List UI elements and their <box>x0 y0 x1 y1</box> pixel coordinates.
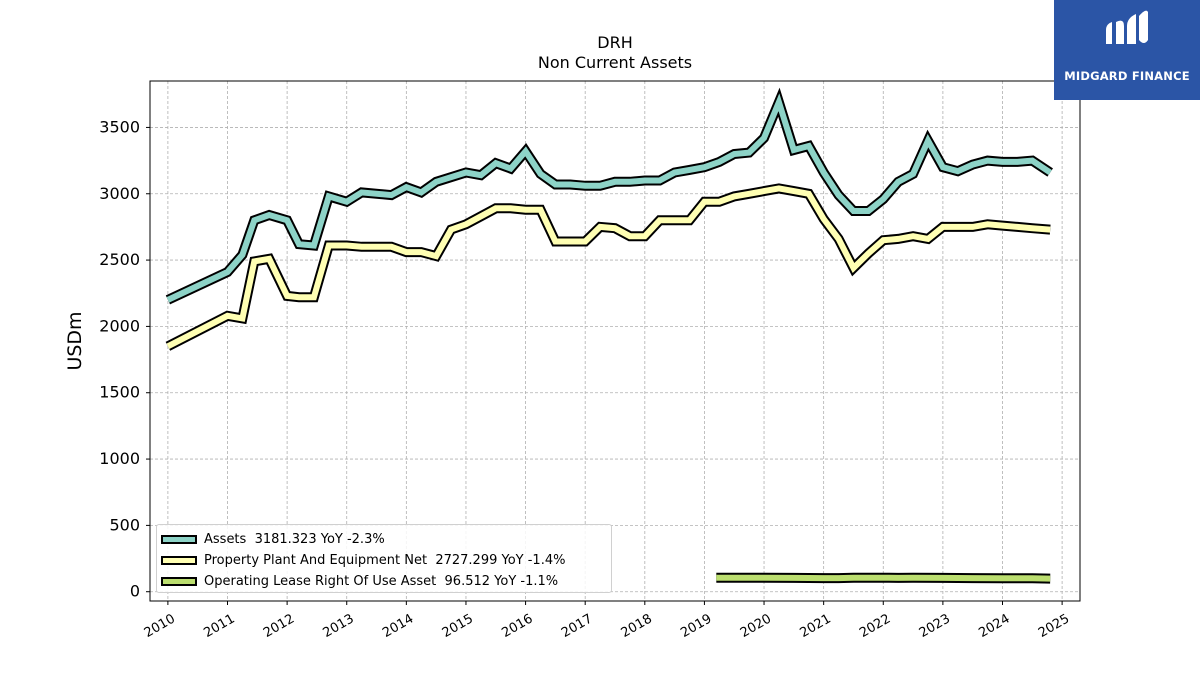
x-tick-label: 2012 <box>261 611 297 641</box>
x-tick-label: 2010 <box>142 611 178 641</box>
x-tick-label: 2011 <box>201 611 237 641</box>
series-line-2 <box>716 574 1051 582</box>
chart-subtitle: Non Current Assets <box>537 53 693 72</box>
y-tick-label: 1500 <box>99 383 140 402</box>
series-outline-0 <box>165 87 1053 305</box>
x-axis: 2010 2011 2012 2013 2014 2015 2016 2017 2018 2019… <box>142 601 1072 641</box>
chart-legend: Assets 3181.323 YoY -2.3% Property Plant… <box>156 524 612 593</box>
plot-frame <box>149 80 1081 602</box>
legend-swatch-ppe <box>161 556 197 565</box>
y-tick-label: 2500 <box>99 250 140 269</box>
series-line-0 <box>166 93 1052 303</box>
y-tick-label: 3000 <box>99 184 140 203</box>
x-tick-label: 2015 <box>440 611 476 641</box>
y-axis: 0 500 1000 1500 2000 2500 3000 3500 <box>99 117 150 601</box>
y-tick-label: 1000 <box>99 449 140 468</box>
series-lines <box>165 87 1053 584</box>
chart-title: DRH <box>597 33 633 52</box>
x-tick-label: 2017 <box>559 611 595 641</box>
logo-text: MIDGARD FINANCE <box>1064 69 1190 83</box>
x-tick-label: 2024 <box>976 611 1012 641</box>
y-tick-label: 0 <box>130 582 140 601</box>
legend-entry-ppe: Property Plant And Equipment Net 2727.29… <box>161 550 611 571</box>
legend-swatch-assets <box>161 535 197 544</box>
legend-label-lease: Operating Lease Right Of Use Asset 96.51… <box>204 574 559 589</box>
x-tick-label: 2019 <box>678 611 714 641</box>
x-tick-label: 2014 <box>380 611 416 641</box>
y-axis-label: USDm <box>64 311 86 370</box>
x-tick-label: 2021 <box>797 611 833 641</box>
legend-label-assets: Assets 3181.323 YoY -2.3% <box>204 532 385 547</box>
x-tick-label: 2016 <box>499 611 535 641</box>
x-tick-label: 2022 <box>857 611 893 641</box>
y-tick-label: 3500 <box>99 117 140 136</box>
x-tick-label: 2023 <box>917 611 953 641</box>
legend-swatch-lease <box>161 577 197 586</box>
legend-entry-lease: Operating Lease Right Of Use Asset 96.51… <box>161 571 611 592</box>
series-line-1 <box>166 185 1051 349</box>
x-tick-label: 2013 <box>321 611 357 641</box>
x-tick-label: 2025 <box>1036 611 1072 641</box>
y-tick-label: 500 <box>109 515 140 534</box>
x-tick-label: 2020 <box>738 611 774 641</box>
legend-entry-assets: Assets 3181.323 YoY -2.3% <box>161 529 611 550</box>
series-outline-1 <box>165 183 1051 351</box>
x-tick-label: 2018 <box>619 611 655 641</box>
brand-logo: MIDGARD FINANCE <box>1054 0 1200 100</box>
logo-mark-icon <box>1106 10 1148 44</box>
y-tick-label: 2000 <box>99 316 140 335</box>
legend-label-ppe: Property Plant And Equipment Net 2727.29… <box>204 553 566 568</box>
